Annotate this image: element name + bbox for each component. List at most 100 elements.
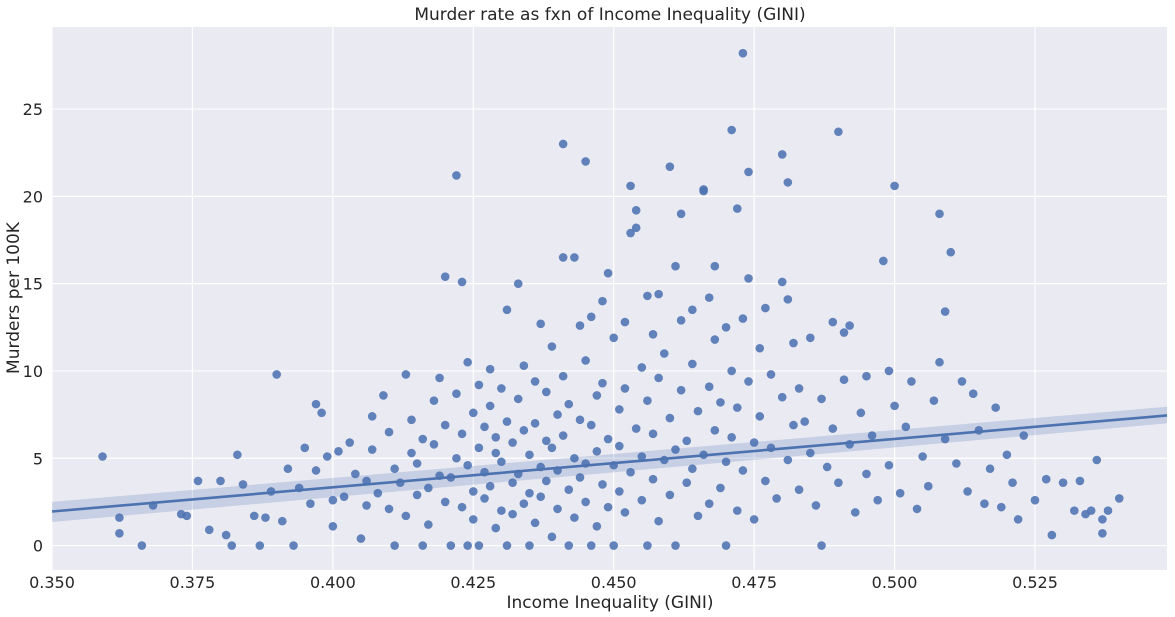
data-point (586, 312, 596, 322)
data-point (525, 488, 534, 498)
data-point (485, 401, 495, 411)
data-point (879, 256, 888, 266)
data-point (362, 501, 371, 510)
y-tick-label: 0 (33, 537, 43, 556)
data-point (238, 480, 248, 489)
data-point (497, 384, 506, 393)
x-tick-label: 0.450 (591, 573, 637, 592)
data-point (373, 488, 383, 498)
data-point (283, 464, 293, 474)
data-point (1041, 474, 1051, 484)
data-point (850, 508, 860, 517)
data-point (603, 434, 613, 444)
data-point (491, 523, 501, 533)
data-point (676, 316, 686, 325)
data-point (558, 253, 568, 262)
data-point (542, 436, 551, 446)
data-point (547, 342, 557, 351)
data-point (542, 476, 551, 486)
data-point (671, 445, 680, 454)
data-point (249, 511, 259, 521)
data-point (783, 178, 793, 187)
data-point (738, 48, 748, 58)
data-point (553, 410, 562, 419)
data-point (777, 150, 787, 159)
data-point (671, 541, 680, 550)
data-point (575, 473, 585, 482)
data-point (952, 459, 961, 468)
data-point (732, 204, 742, 213)
data-point (620, 317, 630, 327)
data-point (440, 497, 450, 507)
data-point (710, 426, 720, 435)
data-point (615, 441, 624, 451)
data-point (727, 433, 736, 442)
data-point (626, 467, 635, 477)
data-point (907, 377, 916, 386)
data-point (806, 333, 815, 343)
data-point (463, 541, 472, 550)
x-tick-labels: 0.350 0.375 0.400 0.425 0.450 0.475 0.500 0.525 (29, 573, 1058, 592)
data-point (570, 453, 579, 463)
data-point (620, 384, 630, 393)
data-point (452, 171, 461, 180)
data-point (637, 495, 647, 505)
y-tick-label: 20 (23, 187, 43, 206)
data-point (491, 448, 501, 458)
data-point (834, 127, 843, 137)
data-point (407, 448, 416, 458)
data-point (704, 499, 714, 508)
data-point (828, 317, 838, 327)
data-point (311, 466, 321, 475)
data-point (570, 253, 579, 262)
y-tick-label: 15 (23, 275, 43, 294)
data-point (412, 459, 422, 468)
data-point (457, 429, 467, 439)
data-point (558, 371, 568, 381)
data-point (912, 504, 922, 514)
data-point (322, 452, 332, 461)
data-point (547, 532, 557, 542)
data-point (525, 450, 534, 460)
data-point (440, 420, 450, 430)
data-point (390, 541, 399, 550)
data-point (98, 452, 107, 461)
data-point (991, 403, 1000, 412)
data-point (306, 499, 315, 508)
data-point (289, 541, 298, 550)
data-point (542, 387, 551, 397)
data-point (1114, 494, 1124, 503)
x-tick-label: 0.500 (872, 573, 918, 592)
data-point (777, 277, 787, 287)
x-axis-label: Income Inequality (GINI) (507, 593, 714, 613)
data-point (811, 501, 821, 510)
data-point (884, 366, 894, 376)
data-point (749, 515, 759, 524)
data-point (749, 438, 759, 447)
data-point (1070, 506, 1079, 515)
data-point (755, 412, 765, 421)
x-tick-label: 0.400 (310, 573, 356, 592)
data-point (401, 511, 411, 521)
data-point (963, 487, 972, 496)
data-point (519, 361, 529, 371)
data-point (339, 492, 349, 501)
data-point (721, 457, 731, 467)
data-point (659, 349, 669, 358)
data-point (485, 364, 495, 374)
data-point (643, 291, 652, 301)
data-point (592, 446, 602, 456)
data-point (755, 343, 765, 353)
data-point (435, 373, 444, 383)
data-point (536, 319, 545, 329)
data-point (233, 450, 242, 460)
data-point (401, 370, 411, 379)
data-point (693, 511, 703, 521)
data-point (1019, 431, 1029, 440)
data-point (272, 370, 281, 379)
data-point (654, 516, 663, 526)
data-point (676, 385, 686, 395)
data-point (834, 478, 843, 488)
data-point (890, 401, 899, 411)
data-point (463, 357, 472, 367)
